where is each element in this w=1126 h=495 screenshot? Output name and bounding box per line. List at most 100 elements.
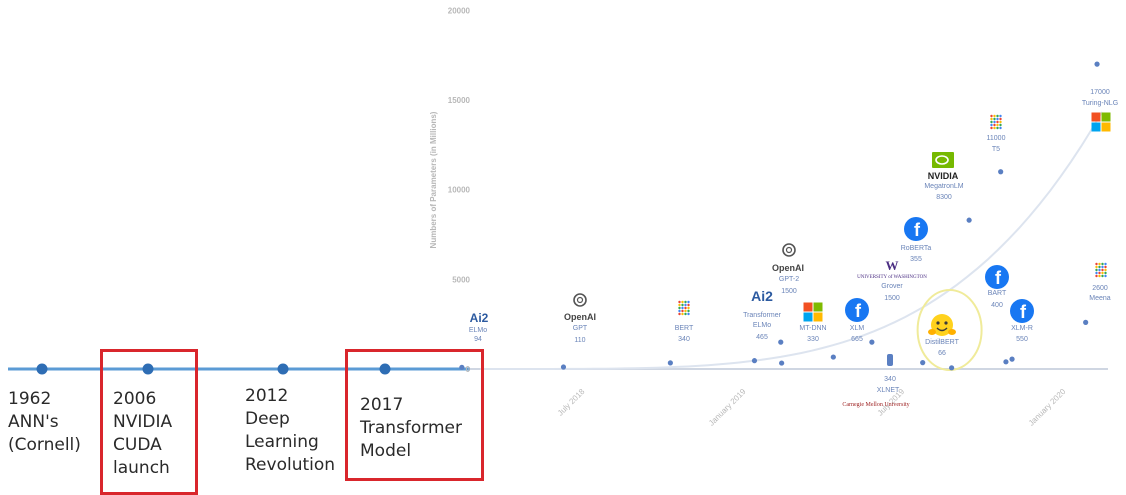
y-tick-label: 0	[466, 365, 471, 374]
google-dots-icon-part	[1095, 262, 1098, 266]
org-label: NVIDIA	[928, 171, 959, 181]
facebook-logo-part	[1010, 299, 1034, 323]
highlight-circle	[916, 289, 983, 371]
timeline-event-line: Deep	[245, 409, 290, 429]
google-dots-icon-part	[1095, 271, 1098, 275]
google-dots-icon-part	[999, 117, 1002, 121]
y-tick-label: 20000	[448, 6, 471, 15]
model-name: GPT-2	[779, 276, 799, 283]
huggingface-emoji-icon-part	[936, 321, 940, 325]
timeline-event-line: 1962	[8, 389, 52, 409]
google-dots-icon-part	[999, 120, 1002, 124]
uw-logo: W	[886, 258, 899, 273]
google-dots-icon-part	[990, 117, 993, 121]
google-dots-icon-part	[1095, 274, 1098, 278]
model-name: XLM	[850, 325, 865, 332]
model-point	[751, 358, 758, 364]
model-name: XLM-R	[1011, 325, 1033, 332]
y-tick-label: 5000	[452, 275, 470, 284]
facebook-logo-part: f	[914, 220, 921, 240]
google-dots-icon-part	[684, 312, 687, 316]
model-point	[1003, 359, 1009, 365]
huggingface-emoji-icon-part	[928, 329, 936, 335]
google-dots-icon-part	[990, 126, 993, 130]
google-dots-icon-part	[990, 114, 993, 118]
google-dots-icon-part	[1104, 271, 1107, 275]
facebook-logo-part: f	[1020, 302, 1027, 322]
org-label: Ai2	[751, 288, 773, 304]
microsoft-logo-part	[1091, 122, 1101, 132]
google-dots-icon-part	[687, 312, 690, 316]
model-point	[1094, 61, 1100, 67]
facebook-logo-part	[845, 298, 869, 322]
microsoft-logo-part	[803, 302, 813, 312]
model-value: 1500	[884, 295, 900, 302]
google-dots-icon-part	[990, 120, 993, 124]
google-dots-icon-part	[684, 303, 687, 307]
timeline-event-line: 2006	[113, 389, 157, 409]
model-point	[778, 339, 784, 345]
microsoft-logo-part	[813, 312, 823, 322]
model-point	[1083, 319, 1089, 325]
google-dots-icon-part	[999, 126, 1002, 130]
timeline-event-line: 2017	[360, 395, 404, 415]
google-dots-icon-part	[996, 114, 999, 118]
google-dots-icon-part	[678, 303, 681, 307]
google-dots-icon-part	[1095, 268, 1098, 272]
model-name: Grover	[881, 283, 903, 290]
x-tick-label: January 2020	[1027, 387, 1068, 428]
org-label: OpenAI	[564, 312, 596, 322]
model-name: Transformer	[743, 312, 782, 319]
google-dots-icon-part	[681, 312, 684, 316]
model-value: 400	[991, 302, 1003, 309]
model-point	[830, 354, 836, 360]
model-name: MT-DNN	[799, 325, 826, 332]
openai-logo	[573, 293, 587, 307]
huggingface-emoji-icon-part	[936, 327, 948, 332]
timeline-event-label: 2017 Transformer Model	[360, 394, 462, 463]
google-dots-icon-part	[687, 309, 690, 313]
model-value: 665	[851, 336, 863, 343]
timeline-event-line: Model	[360, 441, 412, 461]
model-value: 66	[938, 350, 946, 357]
google-dots-icon-part	[1104, 265, 1107, 269]
org-label: Carnegie Mellon University	[842, 402, 909, 408]
model-point	[560, 364, 567, 370]
microsoft-logo-part	[803, 312, 813, 322]
google-dots-icon-part	[678, 300, 681, 304]
model-name: ELMo	[753, 322, 771, 329]
google-dots-icon-part	[1101, 274, 1104, 278]
google-dots-icon-part	[1095, 265, 1098, 269]
timeline-event-label: 2012 Deep Learning Revolution	[245, 385, 335, 477]
y-tick-label: 15000	[448, 96, 471, 105]
google-dots-icon-part	[1098, 274, 1101, 278]
model-value: 1500	[781, 288, 797, 295]
google-dots-icon-part	[684, 300, 687, 304]
google-dots-icon-part	[996, 120, 999, 124]
google-dots-icon	[990, 114, 1002, 130]
google-dots-icon-part	[678, 306, 681, 310]
openai-logo-part	[576, 296, 584, 304]
google-dots-icon-part	[1098, 268, 1101, 272]
google-dots-icon-part	[684, 309, 687, 313]
model-value: 355	[910, 256, 922, 263]
model-value: 11000	[987, 135, 1006, 142]
openai-logo	[782, 243, 796, 257]
google-dots-icon-part	[999, 123, 1002, 127]
model-name: GPT	[573, 325, 588, 332]
huggingface-emoji-icon-part	[948, 329, 956, 335]
x-tick-label: January 2019	[707, 387, 748, 428]
model-point	[459, 364, 465, 370]
google-dots-icon-part	[996, 123, 999, 127]
model-point	[966, 217, 972, 223]
model-value: 8300	[936, 194, 952, 201]
google-dots-icon-part	[681, 300, 684, 304]
google-dots-icon	[1095, 262, 1107, 278]
google-dots-icon-part	[1098, 271, 1101, 275]
model-point	[869, 339, 875, 345]
timeline-event-label: 2006 NVIDIA CUDA launch	[113, 388, 172, 480]
model-name: XLNET	[877, 387, 900, 394]
cmu-logo-part	[887, 354, 893, 366]
